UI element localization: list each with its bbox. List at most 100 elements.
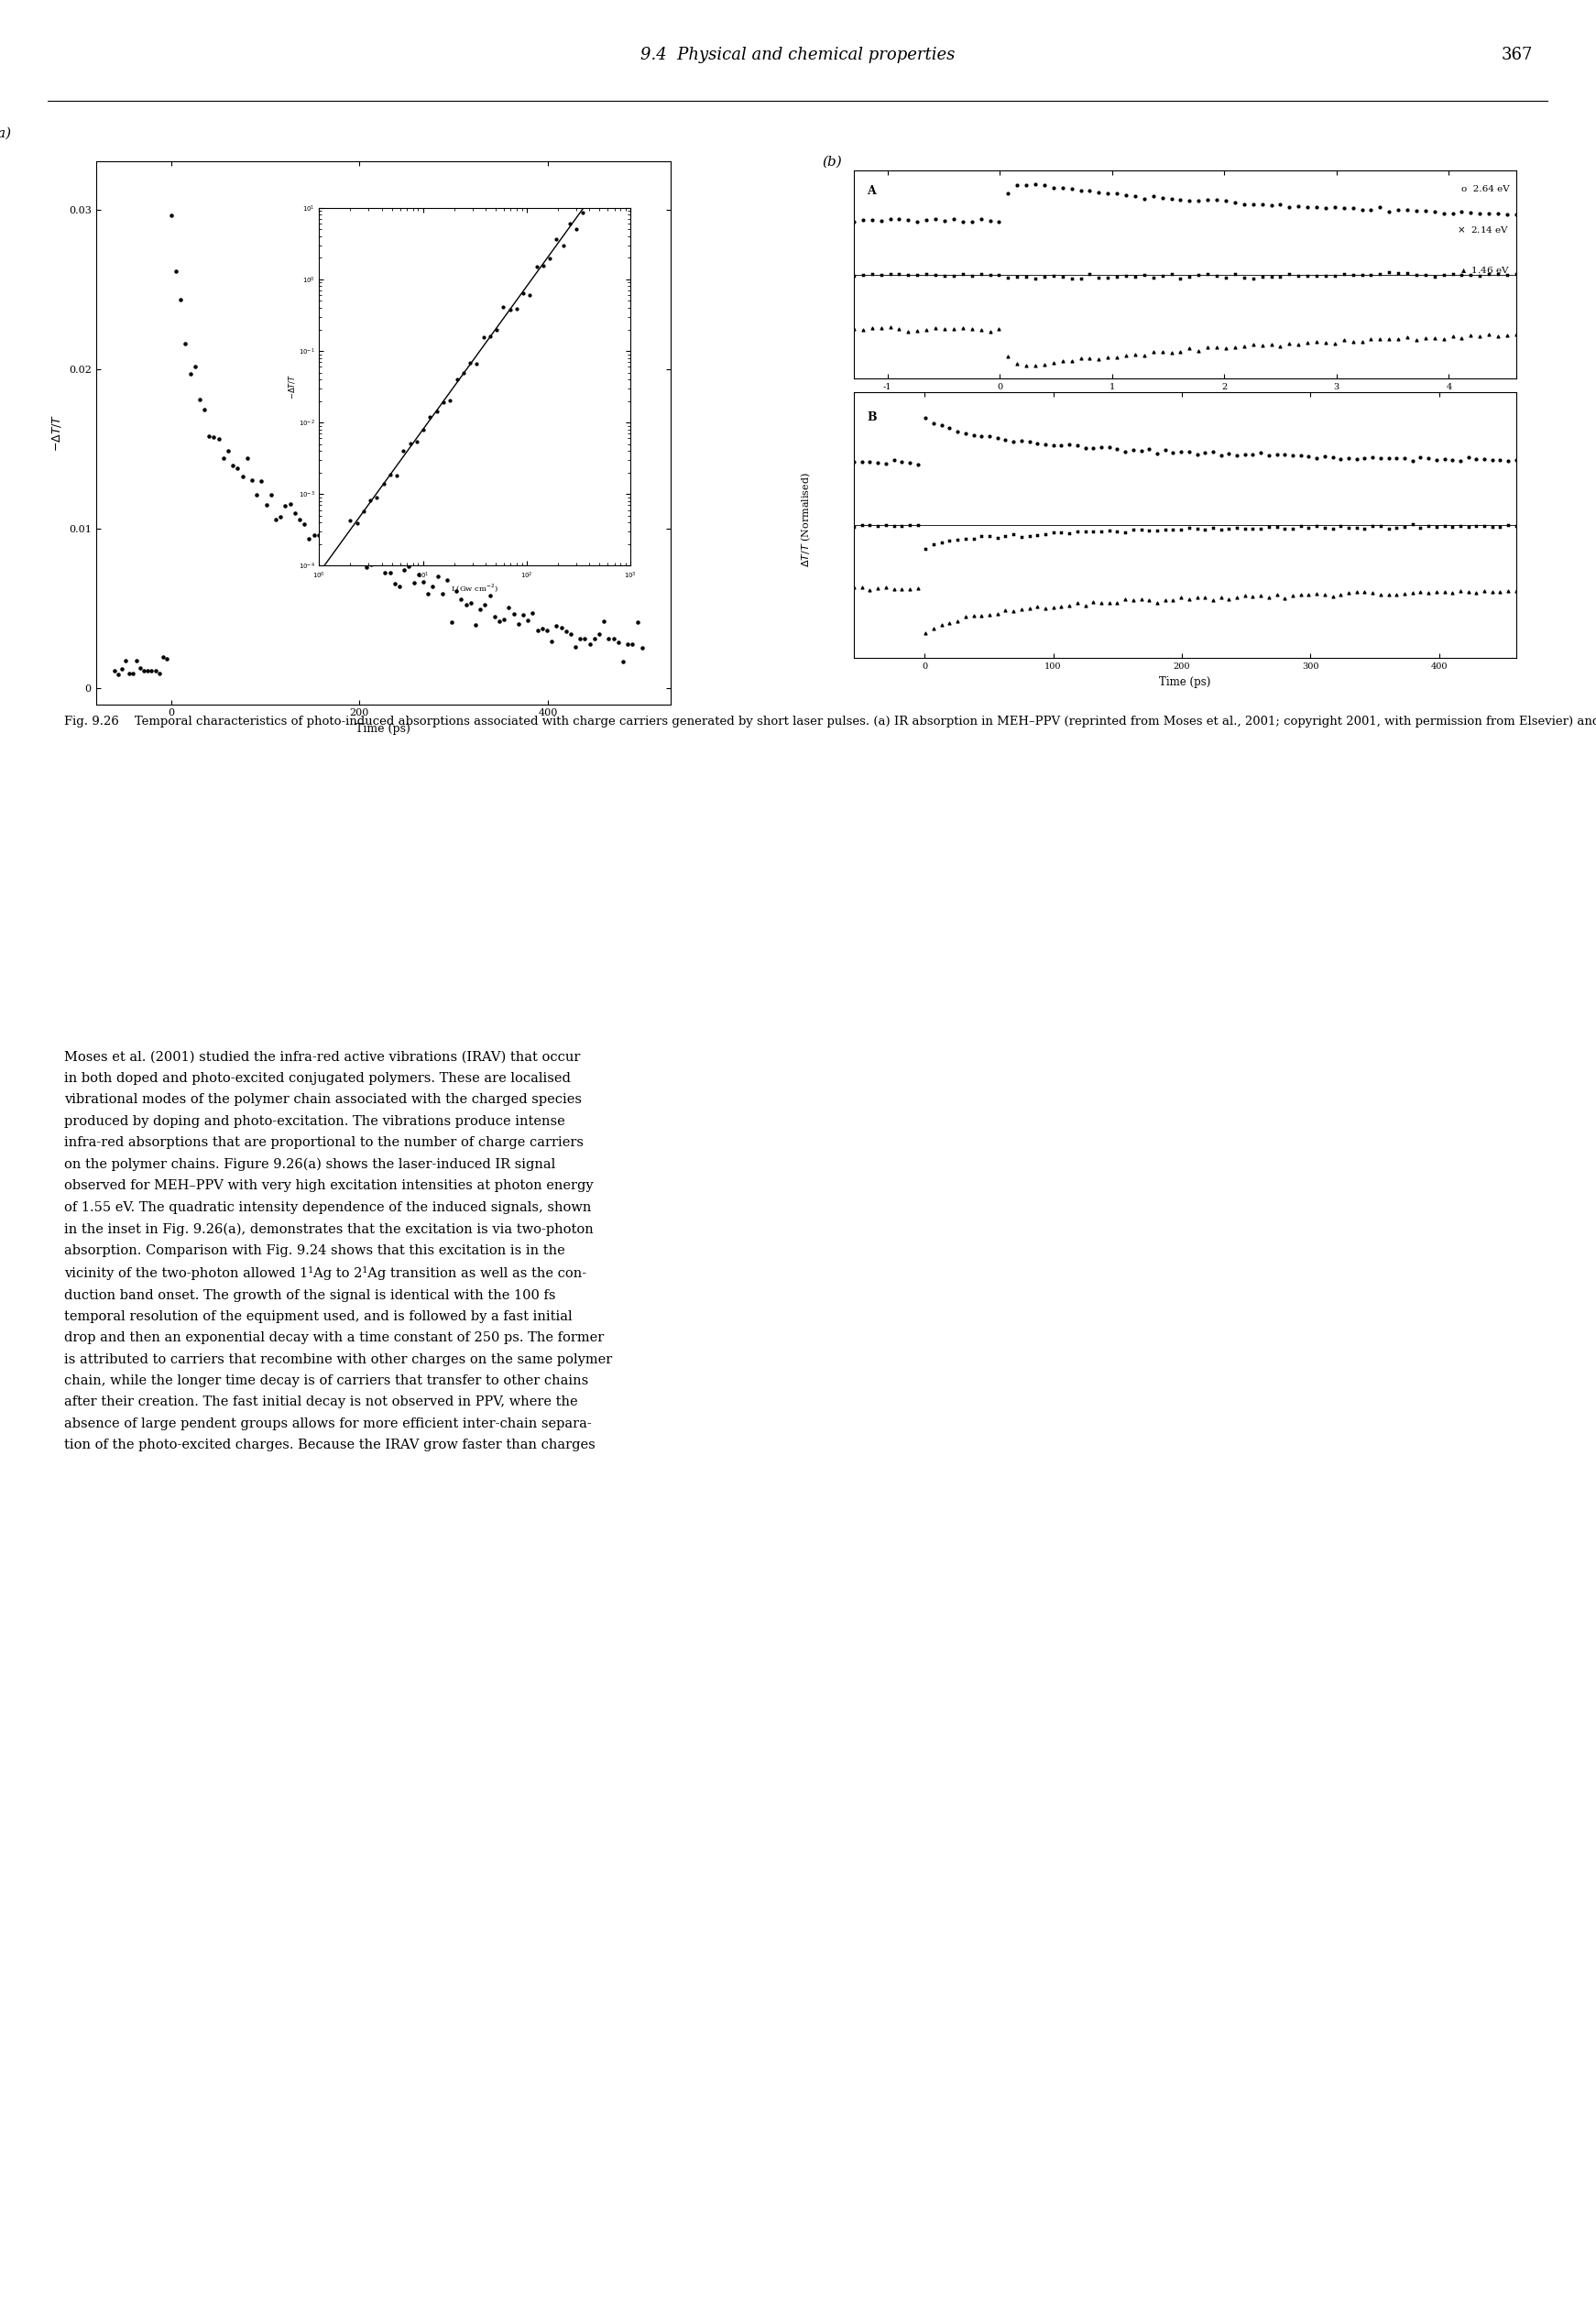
- Point: [1104, 432, 1130, 469]
- Point: [985, 520, 1010, 556]
- Point: [147, 656, 172, 693]
- Point: [131, 653, 156, 690]
- Point: [1031, 259, 1057, 296]
- Point: [1456, 573, 1481, 610]
- Point: [1352, 510, 1377, 547]
- Point: [1392, 575, 1417, 612]
- Point: [1479, 573, 1505, 610]
- Point: [1331, 189, 1357, 226]
- Point: [1192, 510, 1218, 547]
- Point: [868, 309, 894, 346]
- Point: [444, 360, 469, 397]
- Point: [1358, 256, 1384, 293]
- Point: [551, 226, 576, 263]
- Point: [1149, 332, 1175, 369]
- Point: [215, 432, 241, 469]
- Point: [986, 203, 1012, 240]
- Point: [1412, 192, 1438, 229]
- Point: [929, 406, 954, 443]
- Point: [1168, 182, 1194, 219]
- Point: [1096, 584, 1122, 621]
- Point: [1395, 319, 1420, 356]
- Point: [1208, 510, 1234, 547]
- Point: [859, 201, 884, 238]
- Point: [895, 201, 921, 238]
- Point: [977, 203, 1002, 240]
- Point: [1272, 580, 1298, 617]
- Point: [897, 443, 922, 480]
- Point: [849, 508, 875, 545]
- Point: [1449, 319, 1475, 356]
- Point: [1440, 508, 1465, 545]
- Point: [377, 554, 402, 591]
- Text: (a): (a): [0, 127, 11, 141]
- Point: [1440, 441, 1465, 478]
- Point: [1232, 510, 1258, 547]
- Point: [1385, 321, 1411, 358]
- Point: [1459, 316, 1484, 353]
- Point: [1186, 332, 1211, 369]
- Point: [539, 623, 565, 660]
- Point: [1017, 517, 1042, 554]
- Point: [1400, 441, 1425, 478]
- Point: [1314, 326, 1339, 363]
- Point: [841, 508, 867, 545]
- Point: [536, 240, 563, 277]
- Point: [1385, 254, 1411, 291]
- Point: [1248, 434, 1274, 471]
- Point: [591, 152, 616, 189]
- Point: [942, 309, 967, 346]
- Point: [942, 259, 967, 296]
- Point: [1400, 506, 1425, 543]
- Point: [878, 201, 903, 238]
- Point: [192, 393, 217, 429]
- Point: [220, 448, 246, 485]
- Point: [1341, 189, 1366, 226]
- Point: [109, 651, 134, 688]
- Point: [985, 420, 1010, 457]
- Point: [1503, 316, 1529, 353]
- Point: [1240, 185, 1266, 222]
- Point: [1216, 510, 1242, 547]
- Point: [1503, 508, 1529, 545]
- Text: 9.4  Physical and chemical properties: 9.4 Physical and chemical properties: [640, 46, 956, 65]
- Point: [1376, 439, 1401, 476]
- Point: [1304, 441, 1329, 478]
- Point: [895, 256, 921, 293]
- Point: [1467, 319, 1492, 356]
- Point: [458, 344, 484, 381]
- Point: [1213, 330, 1238, 367]
- Point: [1272, 436, 1298, 473]
- Point: [1467, 259, 1492, 296]
- Point: [629, 630, 654, 667]
- Point: [895, 314, 921, 351]
- Point: [581, 621, 606, 658]
- Point: [1025, 425, 1050, 462]
- Point: [986, 309, 1012, 346]
- Text: 367: 367: [1502, 46, 1534, 65]
- Point: [163, 254, 188, 291]
- Point: [1096, 513, 1122, 550]
- Point: [1328, 441, 1353, 478]
- Point: [1264, 436, 1290, 473]
- Point: [857, 506, 883, 543]
- Point: [378, 457, 402, 494]
- Text: o  2.64 eV: o 2.64 eV: [1462, 185, 1510, 194]
- Point: [1288, 436, 1314, 473]
- Point: [1041, 515, 1066, 552]
- Point: [1195, 330, 1221, 367]
- Point: [367, 538, 393, 575]
- Point: [1095, 175, 1120, 212]
- Point: [1017, 591, 1042, 628]
- Point: [437, 381, 463, 418]
- Point: [905, 506, 930, 543]
- Point: [1224, 580, 1250, 617]
- Point: [1120, 432, 1146, 469]
- Point: [444, 573, 469, 610]
- Point: [1424, 441, 1449, 478]
- Point: [1077, 339, 1103, 376]
- Point: [1240, 510, 1266, 547]
- Point: [1456, 508, 1481, 545]
- Point: [1120, 582, 1146, 619]
- Point: [484, 312, 509, 349]
